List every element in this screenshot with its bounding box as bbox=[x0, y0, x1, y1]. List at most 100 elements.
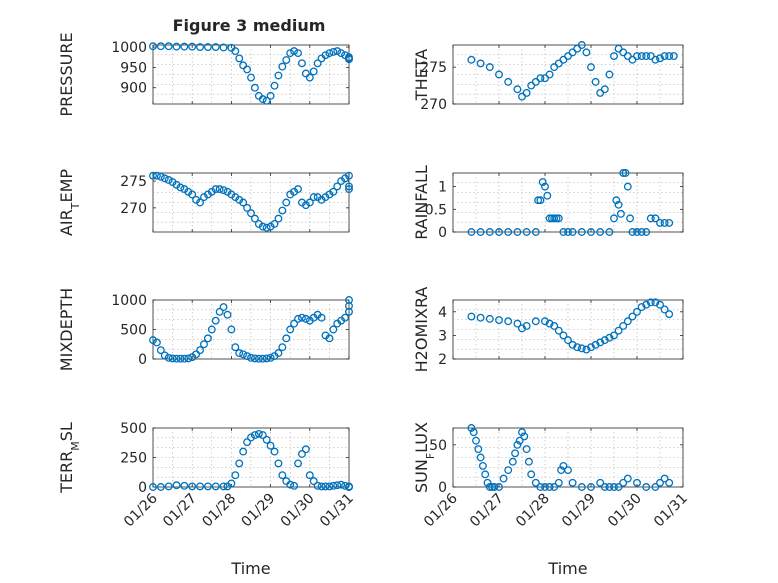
x-tick-label: 01/28 bbox=[513, 491, 553, 531]
data-point bbox=[325, 482, 334, 491]
data-point bbox=[531, 317, 540, 326]
data-point bbox=[262, 354, 271, 363]
data-point bbox=[495, 316, 503, 325]
data-point bbox=[243, 203, 252, 212]
panel-sun_flux: 01/26 01/27 01/28 01/29 01/30 01/31 0 50SUNFLUX… bbox=[412, 422, 691, 578]
x-tick-label: 01/27 bbox=[467, 491, 507, 531]
data-point bbox=[568, 340, 577, 349]
data-point bbox=[522, 88, 531, 97]
y-axis-label: MIXDEPTH bbox=[57, 288, 76, 371]
data-point bbox=[596, 338, 605, 347]
data-point bbox=[290, 481, 299, 490]
data-point bbox=[587, 63, 595, 72]
data-point bbox=[149, 171, 157, 180]
data-point bbox=[329, 187, 338, 196]
data-point bbox=[476, 228, 485, 236]
data-point bbox=[149, 42, 157, 51]
data-point bbox=[243, 65, 252, 74]
data-point bbox=[211, 482, 220, 491]
y-axis-label: THETA bbox=[412, 49, 431, 101]
x-tick-label: 01/30 bbox=[278, 491, 318, 531]
series-pressure bbox=[149, 42, 353, 105]
data-point bbox=[614, 326, 623, 335]
data-point bbox=[628, 228, 637, 236]
data-point bbox=[172, 481, 181, 490]
data-point bbox=[614, 483, 623, 491]
data-point bbox=[266, 441, 275, 450]
data-point bbox=[149, 336, 157, 345]
data-point bbox=[317, 482, 326, 491]
data-point bbox=[538, 178, 547, 187]
y-axis-label: SUNFLUX bbox=[412, 422, 437, 493]
data-point bbox=[290, 319, 299, 328]
y-tick-label: 1000 bbox=[111, 293, 147, 309]
data-point bbox=[270, 447, 279, 456]
y-tick-label: 275 bbox=[420, 60, 447, 76]
data-point bbox=[164, 353, 173, 362]
data-point bbox=[665, 310, 674, 319]
data-point bbox=[188, 42, 197, 51]
data-point bbox=[156, 42, 165, 51]
data-point bbox=[321, 51, 330, 60]
data-point bbox=[467, 312, 476, 321]
data-point bbox=[637, 52, 646, 61]
data-point bbox=[605, 70, 614, 79]
data-point bbox=[504, 466, 513, 475]
data-point bbox=[520, 432, 529, 441]
data-point bbox=[610, 214, 618, 223]
data-point bbox=[591, 340, 600, 349]
data-point bbox=[518, 428, 526, 437]
x-tick-label: 01/30 bbox=[605, 491, 645, 531]
data-point bbox=[282, 334, 291, 343]
data-point bbox=[485, 483, 494, 491]
data-point bbox=[274, 214, 283, 223]
y-tick-label: 0.5 bbox=[425, 202, 447, 218]
data-point bbox=[149, 483, 157, 491]
data-point bbox=[188, 482, 197, 491]
x-tick-label: 01/28 bbox=[199, 491, 239, 531]
data-point bbox=[600, 336, 609, 345]
data-point bbox=[341, 313, 350, 322]
data-point bbox=[294, 459, 302, 468]
data-point bbox=[160, 174, 169, 183]
panel-h2omixra: 2 3 4 H2OMIXRA bbox=[412, 287, 684, 372]
data-point bbox=[329, 47, 338, 56]
data-point bbox=[621, 169, 630, 177]
data-point bbox=[258, 354, 267, 363]
grid-theta bbox=[453, 45, 683, 104]
data-point bbox=[541, 483, 549, 491]
data-point bbox=[660, 305, 669, 314]
y-tick-label: 2 bbox=[438, 352, 447, 368]
y-tick-label: 0 bbox=[138, 352, 147, 368]
data-point bbox=[333, 182, 342, 191]
y-tick-label: 270 bbox=[120, 201, 147, 217]
y-tick-label: 275 bbox=[120, 174, 147, 190]
data-point bbox=[536, 483, 545, 491]
data-point bbox=[633, 307, 641, 316]
data-point bbox=[610, 52, 618, 61]
data-point bbox=[309, 193, 318, 202]
data-point bbox=[262, 96, 271, 105]
data-point bbox=[481, 470, 490, 479]
data-point bbox=[531, 228, 540, 236]
grid-pressure bbox=[153, 45, 349, 104]
data-point bbox=[235, 349, 244, 358]
data-point bbox=[472, 436, 480, 445]
data-point bbox=[568, 228, 577, 236]
data-point bbox=[231, 343, 240, 352]
data-point bbox=[577, 228, 586, 236]
data-point bbox=[239, 61, 248, 70]
data-point bbox=[301, 69, 310, 78]
data-point bbox=[527, 470, 536, 479]
data-point bbox=[200, 340, 208, 349]
data-point bbox=[642, 300, 651, 309]
x-axis-label: Time bbox=[547, 559, 587, 578]
data-point bbox=[235, 54, 244, 63]
y-tick-label: 250 bbox=[120, 451, 147, 467]
data-point bbox=[545, 70, 554, 79]
data-point bbox=[321, 482, 330, 491]
data-point bbox=[628, 312, 637, 321]
data-point bbox=[286, 480, 295, 489]
data-point bbox=[587, 228, 595, 236]
data-point bbox=[203, 334, 212, 343]
